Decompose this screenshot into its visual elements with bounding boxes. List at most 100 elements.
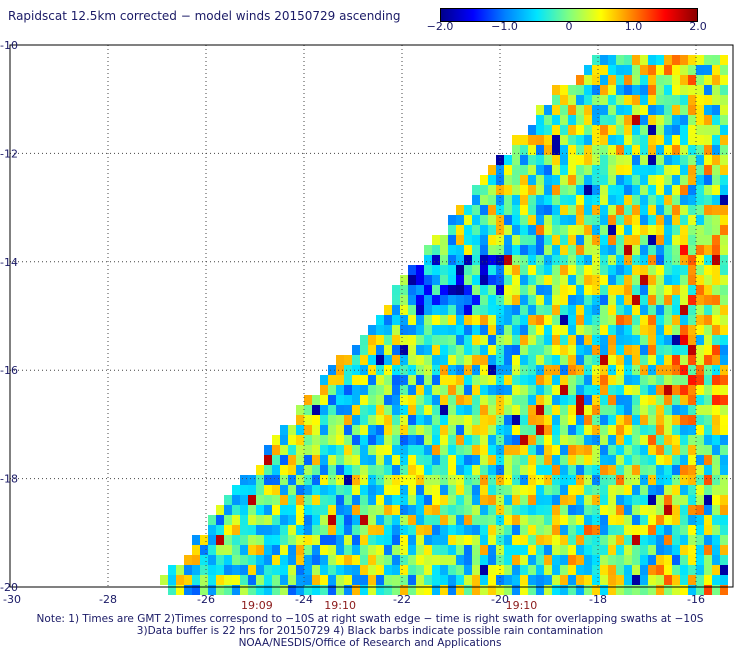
swath-cell (680, 545, 688, 555)
swath-cell (632, 305, 640, 315)
swath-cell (648, 565, 656, 575)
swath-cell (328, 365, 336, 375)
swath-cell (432, 355, 440, 365)
swath-cell (624, 85, 632, 95)
swath-cell (432, 405, 440, 415)
swath-cell (352, 365, 360, 375)
swath-cell (616, 385, 624, 395)
swath-cell (624, 495, 632, 505)
swath-cell (496, 275, 504, 285)
swath-cell (584, 565, 592, 575)
swath-cell (568, 185, 576, 195)
swath-cell (344, 535, 352, 545)
swath-cell (416, 585, 424, 595)
swath-cell (616, 555, 624, 565)
swath-cell (384, 375, 392, 385)
swath-cell (480, 375, 488, 385)
swath-cell (336, 565, 344, 575)
swath-cell (584, 505, 592, 515)
swath-cell (528, 395, 536, 405)
swath-cell (552, 565, 560, 575)
swath-cell (552, 515, 560, 525)
swath-cell (560, 485, 568, 495)
swath-cell (560, 235, 568, 245)
swath-cell (344, 475, 352, 485)
swath-cell (568, 425, 576, 435)
swath-cell (616, 285, 624, 295)
swath-cell (512, 225, 520, 235)
swath-cell (648, 585, 656, 595)
swath-cell (616, 435, 624, 445)
swath-cell (416, 425, 424, 435)
swath-cell (672, 65, 680, 75)
swath-cell (672, 155, 680, 165)
swath-cell (688, 485, 696, 495)
swath-cell (632, 565, 640, 575)
swath-cell (664, 355, 672, 365)
swath-cell (672, 345, 680, 355)
swath-cell (384, 315, 392, 325)
swath-cell (312, 425, 320, 435)
swath-cell (528, 185, 536, 195)
swath-cell (624, 405, 632, 415)
swath-cell (368, 395, 376, 405)
swath-cell (568, 465, 576, 475)
swath-cell (560, 425, 568, 435)
swath-cell (600, 255, 608, 265)
swath-cell (376, 385, 384, 395)
swath-cell (720, 525, 728, 535)
swath-cell (336, 445, 344, 455)
swath-cell (312, 505, 320, 515)
swath-cell (704, 125, 712, 135)
swath-cell (400, 355, 408, 365)
swath-cell (640, 505, 648, 515)
swath-cell (448, 505, 456, 515)
swath-cell (704, 155, 712, 165)
swath-cell (696, 585, 704, 595)
swath-cell (536, 425, 544, 435)
swath-cell (656, 155, 664, 165)
swath-cell (552, 335, 560, 345)
swath-cell (416, 555, 424, 565)
swath-cell (440, 315, 448, 325)
swath-cell (712, 475, 720, 485)
swath-cell (656, 245, 664, 255)
swath-cell (688, 505, 696, 515)
swath-cell (560, 155, 568, 165)
swath-cell (664, 565, 672, 575)
swath-cell (656, 395, 664, 405)
swath-cell (664, 145, 672, 155)
swath-cell (632, 165, 640, 175)
swath-cell (392, 495, 400, 505)
swath-cell (456, 395, 464, 405)
swath-cell (616, 295, 624, 305)
swath-cell (232, 505, 240, 515)
swath-cell (504, 345, 512, 355)
swath-cell (424, 335, 432, 345)
swath-cell (640, 555, 648, 565)
swath-cell (608, 315, 616, 325)
swath-cell (680, 145, 688, 155)
swath-cell (360, 475, 368, 485)
swath-cell (568, 405, 576, 415)
swath-cell (696, 515, 704, 525)
swath-cell (608, 575, 616, 585)
swath-cell (648, 255, 656, 265)
swath-cell (392, 315, 400, 325)
swath-cell (408, 535, 416, 545)
swath-cell (336, 505, 344, 515)
swath-cell (472, 195, 480, 205)
swath-cell (440, 515, 448, 525)
swath-cell (552, 305, 560, 315)
swath-cell (568, 565, 576, 575)
swath-cell (416, 575, 424, 585)
swath-cell (312, 535, 320, 545)
swath-cell (576, 345, 584, 355)
swath-cell (592, 205, 600, 215)
swath-cell (336, 395, 344, 405)
swath-cell (624, 175, 632, 185)
swath-cell (720, 395, 728, 405)
swath-cell (680, 65, 688, 75)
swath-cell (440, 245, 448, 255)
swath-cell (472, 465, 480, 475)
